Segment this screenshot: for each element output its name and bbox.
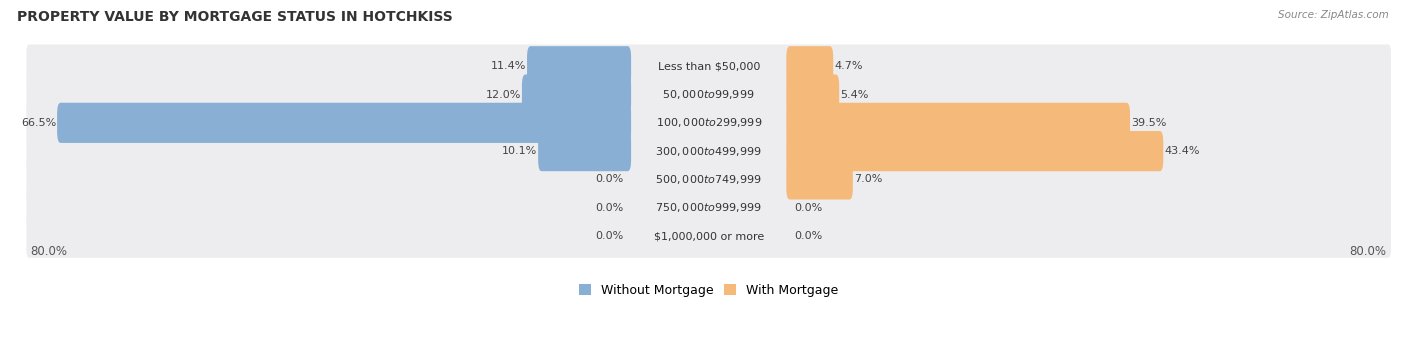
FancyBboxPatch shape (786, 103, 1130, 143)
Text: 0.0%: 0.0% (595, 231, 623, 241)
FancyBboxPatch shape (27, 186, 1391, 230)
Text: 11.4%: 11.4% (491, 61, 526, 71)
Text: 4.7%: 4.7% (834, 61, 862, 71)
Text: 0.0%: 0.0% (595, 174, 623, 184)
FancyBboxPatch shape (27, 158, 1391, 201)
Text: 66.5%: 66.5% (21, 118, 56, 128)
Text: $100,000 to $299,999: $100,000 to $299,999 (655, 116, 762, 129)
FancyBboxPatch shape (27, 214, 1391, 258)
Text: $300,000 to $499,999: $300,000 to $499,999 (655, 144, 762, 158)
Text: 0.0%: 0.0% (794, 203, 823, 213)
Text: Less than $50,000: Less than $50,000 (658, 61, 759, 71)
Text: $50,000 to $99,999: $50,000 to $99,999 (662, 88, 755, 101)
Text: $750,000 to $999,999: $750,000 to $999,999 (655, 201, 762, 214)
Text: Source: ZipAtlas.com: Source: ZipAtlas.com (1278, 10, 1389, 20)
Text: 43.4%: 43.4% (1164, 146, 1199, 156)
Text: $1,000,000 or more: $1,000,000 or more (654, 231, 763, 241)
FancyBboxPatch shape (522, 74, 631, 115)
FancyBboxPatch shape (27, 101, 1391, 144)
Text: 12.0%: 12.0% (485, 89, 522, 100)
FancyBboxPatch shape (27, 73, 1391, 116)
FancyBboxPatch shape (786, 74, 839, 115)
Text: 39.5%: 39.5% (1130, 118, 1166, 128)
Legend: Without Mortgage, With Mortgage: Without Mortgage, With Mortgage (574, 279, 844, 302)
Text: 7.0%: 7.0% (853, 174, 882, 184)
Text: PROPERTY VALUE BY MORTGAGE STATUS IN HOTCHKISS: PROPERTY VALUE BY MORTGAGE STATUS IN HOT… (17, 10, 453, 24)
Text: 80.0%: 80.0% (31, 245, 67, 258)
FancyBboxPatch shape (786, 159, 853, 200)
Text: 5.4%: 5.4% (839, 89, 869, 100)
FancyBboxPatch shape (538, 131, 631, 171)
FancyBboxPatch shape (527, 46, 631, 86)
FancyBboxPatch shape (27, 45, 1391, 88)
Text: 0.0%: 0.0% (595, 203, 623, 213)
Text: 0.0%: 0.0% (794, 231, 823, 241)
FancyBboxPatch shape (27, 129, 1391, 173)
Text: 80.0%: 80.0% (1350, 245, 1386, 258)
FancyBboxPatch shape (786, 131, 1163, 171)
FancyBboxPatch shape (786, 46, 834, 86)
Text: $500,000 to $749,999: $500,000 to $749,999 (655, 173, 762, 186)
FancyBboxPatch shape (58, 103, 631, 143)
Text: 10.1%: 10.1% (502, 146, 537, 156)
